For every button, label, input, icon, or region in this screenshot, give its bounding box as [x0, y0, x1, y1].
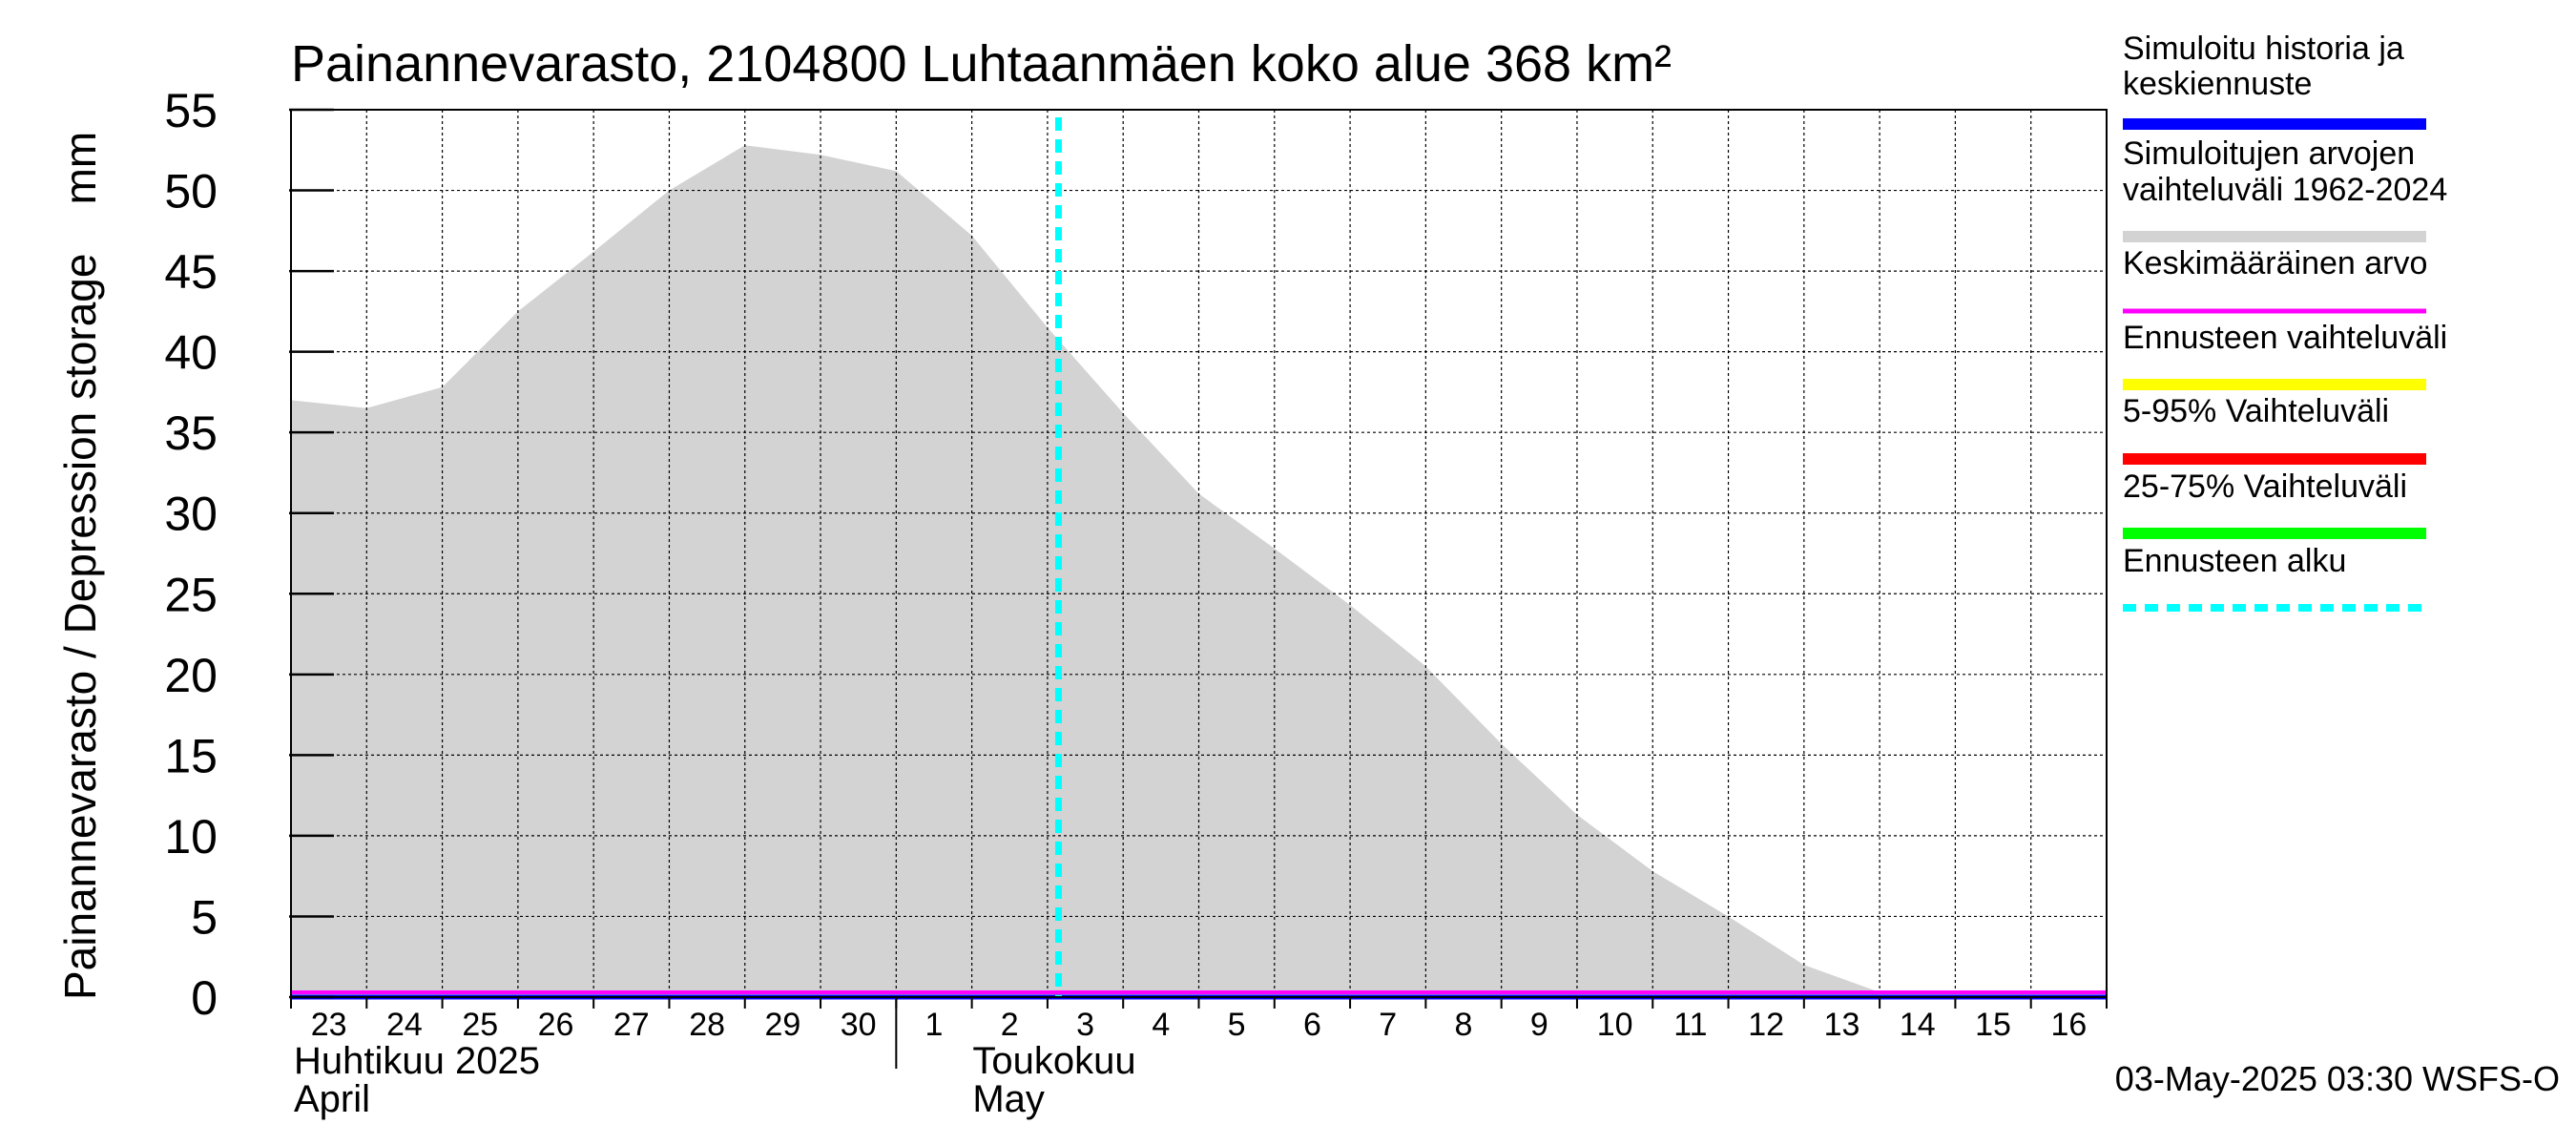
x-tick-label: 28 — [689, 1007, 725, 1043]
y-axis-label: Painannevarasto / Depression storage mm — [55, 132, 105, 1000]
x-tick-label: 2 — [1001, 1007, 1019, 1043]
month-label-en: May — [972, 1078, 1045, 1120]
y-tick-label: 10 — [164, 810, 218, 864]
x-tick-label: 8 — [1455, 1007, 1473, 1043]
x-tick-label: 7 — [1379, 1007, 1397, 1043]
x-tick-label: 1 — [925, 1007, 944, 1043]
x-tick-label: 13 — [1824, 1007, 1860, 1043]
x-tick-label: 4 — [1152, 1007, 1170, 1043]
legend-label: keskiennuste — [2123, 66, 2312, 102]
legend-item: Keskimääräinen arvo — [2123, 245, 2427, 314]
legend-label: 5-95% Vaihteluväli — [2123, 393, 2389, 429]
x-tick-label: 6 — [1303, 1007, 1321, 1043]
legend-label: Simuloitu historia ja — [2123, 31, 2404, 67]
legend-item: 25-75% Vaihteluväli — [2123, 468, 2426, 539]
x-tick-label: 30 — [841, 1007, 877, 1043]
y-tick-label: 30 — [164, 488, 218, 541]
x-tick-label: 14 — [1900, 1007, 1936, 1043]
legend-label: Ennusteen alku — [2123, 543, 2346, 579]
x-tick-label: 9 — [1530, 1007, 1548, 1043]
x-tick-label: 26 — [538, 1007, 574, 1043]
legend-label: 25-75% Vaihteluväli — [2123, 468, 2407, 505]
chart-title: Painannevarasto, 2104800 Luhtaanmäen kok… — [291, 35, 1672, 93]
y-tick-label: 40 — [164, 326, 218, 380]
x-tick-label: 10 — [1597, 1007, 1633, 1043]
x-tick-label: 16 — [2050, 1007, 2087, 1043]
y-tick-label: 35 — [164, 406, 218, 460]
x-tick-label: 15 — [1975, 1007, 2011, 1043]
x-tick-label: 11 — [1673, 1007, 1707, 1043]
y-tick-label: 5 — [191, 890, 218, 944]
y-axis: 0 5 10 15 20 25 30 35 40 45 50 55 — [164, 84, 334, 1025]
y-tick-label: 0 — [191, 971, 218, 1025]
timestamp-footer: 03-May-2025 03:30 WSFS-O — [2115, 1059, 2560, 1098]
y-tick-label: 20 — [164, 649, 218, 702]
month-label-fi: Huhtikuu 2025 — [294, 1040, 540, 1082]
y-tick-label: 50 — [164, 165, 218, 219]
legend-label: Simuloitujen arvojen — [2123, 135, 2415, 172]
x-axis: 23 24 25 26 27 28 29 30 1 2 3 4 5 6 7 8 9 10 11 12 13 14 15 16H… — [290, 997, 2108, 1120]
x-tick-label: 23 — [311, 1007, 347, 1043]
x-tick-label: 12 — [1748, 1007, 1784, 1043]
legend-label: Ennusteen vaihteluväli — [2123, 320, 2447, 356]
y-tick-label: 25 — [164, 568, 218, 621]
y-tick-label: 45 — [164, 245, 218, 299]
legend-label: Keskimääräinen arvo — [2123, 245, 2427, 281]
x-tick-label: 5 — [1228, 1007, 1246, 1043]
x-tick-label: 27 — [613, 1007, 650, 1043]
grid-lines — [291, 110, 2107, 997]
legend-item: Ennusteen vaihteluväli — [2123, 320, 2447, 390]
month-label-en: April — [294, 1078, 370, 1120]
legend: Simuloitu historia jakeskiennusteSimuloi… — [2123, 31, 2447, 612]
x-tick-label: 3 — [1076, 1007, 1094, 1043]
legend-item: Ennusteen alku — [2123, 543, 2426, 612]
x-tick-label: 24 — [386, 1007, 423, 1043]
legend-item: 5-95% Vaihteluväli — [2123, 393, 2426, 465]
x-tick-label: 29 — [764, 1007, 800, 1043]
month-label-fi: Toukokuu — [972, 1040, 1135, 1082]
x-tick-label: 25 — [462, 1007, 498, 1043]
y-tick-label: 15 — [164, 729, 218, 782]
legend-label: vaihteluväli 1962-2024 — [2123, 172, 2447, 208]
y-tick-label: 55 — [164, 84, 218, 137]
